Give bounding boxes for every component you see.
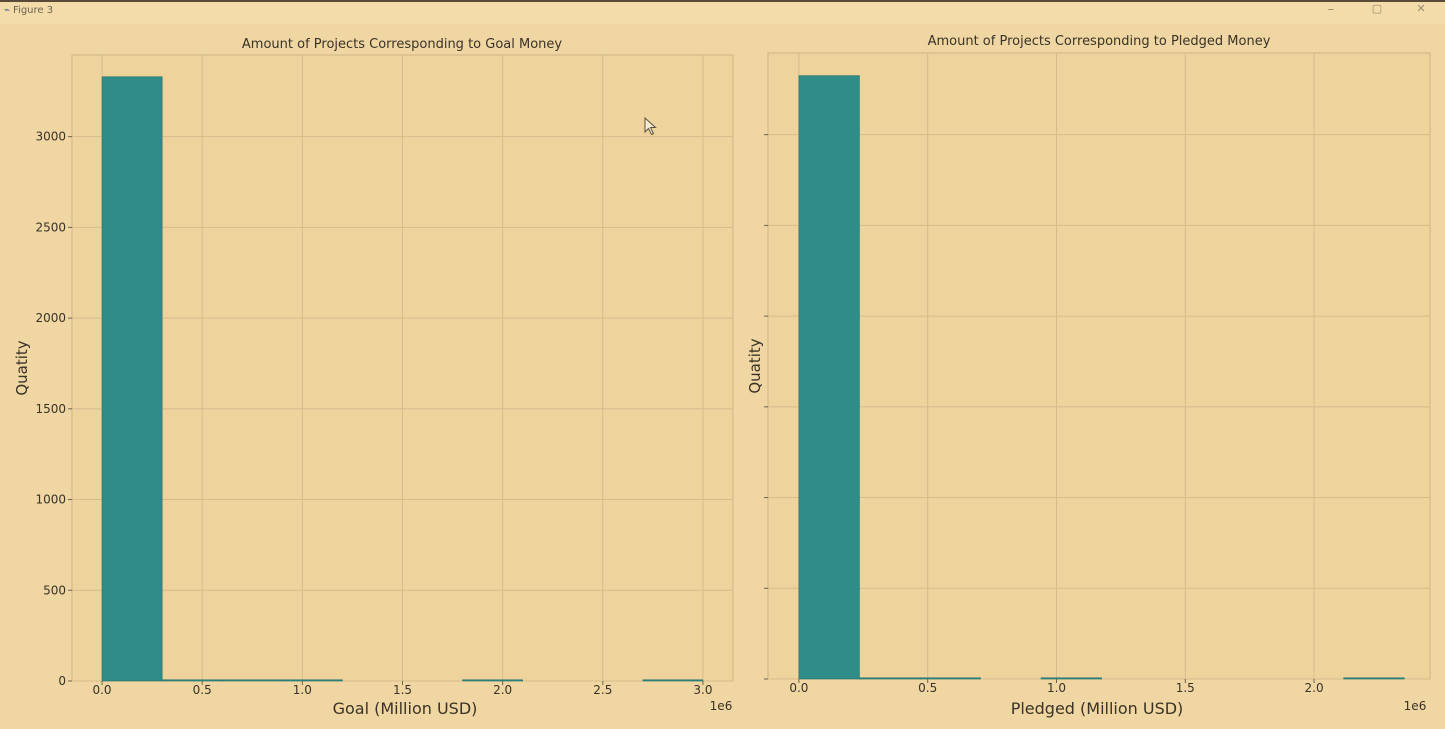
minimize-button[interactable]: – xyxy=(1327,2,1335,17)
x-axis-ticks: 0.0 0.5 1.0 1.5 2.0 2.5 3.0 xyxy=(92,681,713,697)
close-button[interactable]: ✕ xyxy=(1416,2,1426,15)
window-title-text: Figure 3 xyxy=(13,5,54,16)
x-axis-ticks: 0.0 0.5 1.0 1.5 2.0 xyxy=(789,679,1324,695)
y-tick-label: 0 xyxy=(58,674,66,688)
x-tick-label: 1.0 xyxy=(1047,681,1066,695)
chart-panel-1: 0.0 0.5 1.0 1.5 2.0 2.5 3.0 0 500 1000 1500 2000 250… xyxy=(13,37,734,718)
histogram-bar xyxy=(919,677,981,680)
histogram-bar xyxy=(221,679,283,682)
x-tick-label: 3.0 xyxy=(693,683,712,697)
x-tick-label: 0.5 xyxy=(193,683,212,697)
x-axis-offset-label: 1e6 xyxy=(1404,699,1427,713)
y-tick-label: 2500 xyxy=(35,220,66,234)
bars xyxy=(101,76,704,682)
x-tick-label: 0.0 xyxy=(789,681,808,695)
x-tick-label: 0.5 xyxy=(918,681,937,695)
mouse-pointer-icon xyxy=(644,116,657,136)
y-tick-label: 2000 xyxy=(35,311,66,325)
y-axis-label: Quatity xyxy=(13,340,31,395)
y-tick-label: 3000 xyxy=(35,130,66,144)
y-axis-ticks: 0 500 1000 1500 2000 2500 3000 xyxy=(35,130,72,688)
y-tick-label: 1500 xyxy=(35,402,66,416)
x-tick-label: 1.0 xyxy=(293,683,312,697)
x-axis-offset-label: 1e6 xyxy=(710,699,733,713)
window-titlebar: ⌁ Figure 3 – ▢ ✕ xyxy=(0,0,1445,24)
histogram-bar xyxy=(1343,677,1405,680)
histogram-bar xyxy=(101,76,163,682)
x-tick-label: 2.0 xyxy=(1305,681,1324,695)
histogram-bar xyxy=(282,679,343,682)
y-tick-label: 500 xyxy=(43,583,66,597)
x-tick-label: 2.5 xyxy=(593,683,612,697)
chart-title: Amount of Projects Corresponding to Pled… xyxy=(928,34,1271,49)
y-axis-ticks xyxy=(764,134,768,680)
histogram-bar xyxy=(462,679,523,682)
chart-title: Amount of Projects Corresponding to Goal… xyxy=(242,37,563,52)
y-axis-label: Quatity xyxy=(746,338,764,393)
maximize-button[interactable]: ▢ xyxy=(1371,2,1383,15)
x-axis-label: Goal (Million USD) xyxy=(333,699,478,718)
histogram-bar xyxy=(161,679,223,682)
histogram-bar xyxy=(1040,677,1102,680)
histogram-bar xyxy=(798,75,860,680)
figure-logo-icon: ⌁ xyxy=(4,5,11,16)
chart-panel-2: 0.0 0.5 1.0 1.5 2.0 Amount of Projects Corres… xyxy=(746,34,1431,718)
x-tick-label: 2.0 xyxy=(493,683,512,697)
histogram-bar xyxy=(642,679,704,682)
y-tick-label: 1000 xyxy=(35,493,66,507)
plot-area xyxy=(767,52,1431,680)
x-tick-label: 1.5 xyxy=(1176,681,1195,695)
histogram-bar xyxy=(859,677,921,680)
window-title: ⌁ Figure 3 xyxy=(4,5,53,16)
bars xyxy=(798,75,1405,680)
x-axis-label: Pledged (Million USD) xyxy=(1011,699,1184,718)
x-tick-label: 1.5 xyxy=(393,683,412,697)
figure-canvas: 0.0 0.5 1.0 1.5 2.0 2.5 3.0 0 500 1000 1500 2000 250… xyxy=(13,34,1431,718)
x-tick-label: 0.0 xyxy=(92,683,111,697)
